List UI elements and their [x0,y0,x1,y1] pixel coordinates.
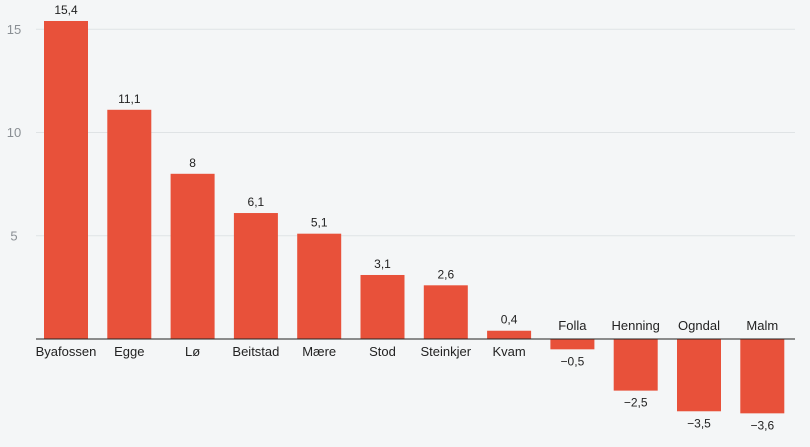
category-label: Ogndal [678,318,720,333]
data-label: −3,5 [687,416,711,430]
y-tick-label: 5 [10,228,17,243]
bar [613,339,658,391]
y-tick-label: 15 [7,22,21,37]
category-label: Henning [611,318,659,333]
bar [44,20,88,340]
bar [170,173,215,339]
grid-layer [36,28,795,237]
data-label: 0,4 [501,313,518,327]
data-label: −2,5 [624,396,648,410]
label-layer: Byafossen 15,4 Egge 11,1 Lø 8 Beitstad 6,1 Mære 5… [36,3,779,432]
y-tick-label: 10 [7,125,21,140]
bar-layer [44,20,785,414]
bar [740,339,785,414]
data-label: 3,1 [374,257,391,271]
data-label: 6,1 [248,195,265,209]
bar [423,285,468,339]
category-label: Steinkjer [421,344,472,359]
data-label: 8 [189,156,196,170]
category-label: Mære [302,344,336,359]
data-label: 11,1 [118,92,141,106]
bar [487,330,532,339]
data-label: 5,1 [311,216,328,230]
data-label: 2,6 [437,267,454,281]
bar [360,274,405,339]
category-label: Byafossen [36,344,97,359]
bar [297,233,342,339]
bar [677,339,721,412]
category-label: Folla [558,318,587,333]
category-label: Stod [369,344,396,359]
axis-layer: 5 10 15 [7,22,795,340]
category-label: Kvam [492,344,525,359]
data-label: 15,4 [54,3,78,17]
category-label: Lø [185,344,200,359]
bar [550,339,595,350]
data-label: −3,6 [750,418,774,432]
data-label: −0,5 [561,354,585,368]
category-label: Egge [114,344,144,359]
bar [233,213,278,339]
bar [107,109,152,339]
category-label: Beitstad [232,344,279,359]
category-label: Malm [746,318,778,333]
